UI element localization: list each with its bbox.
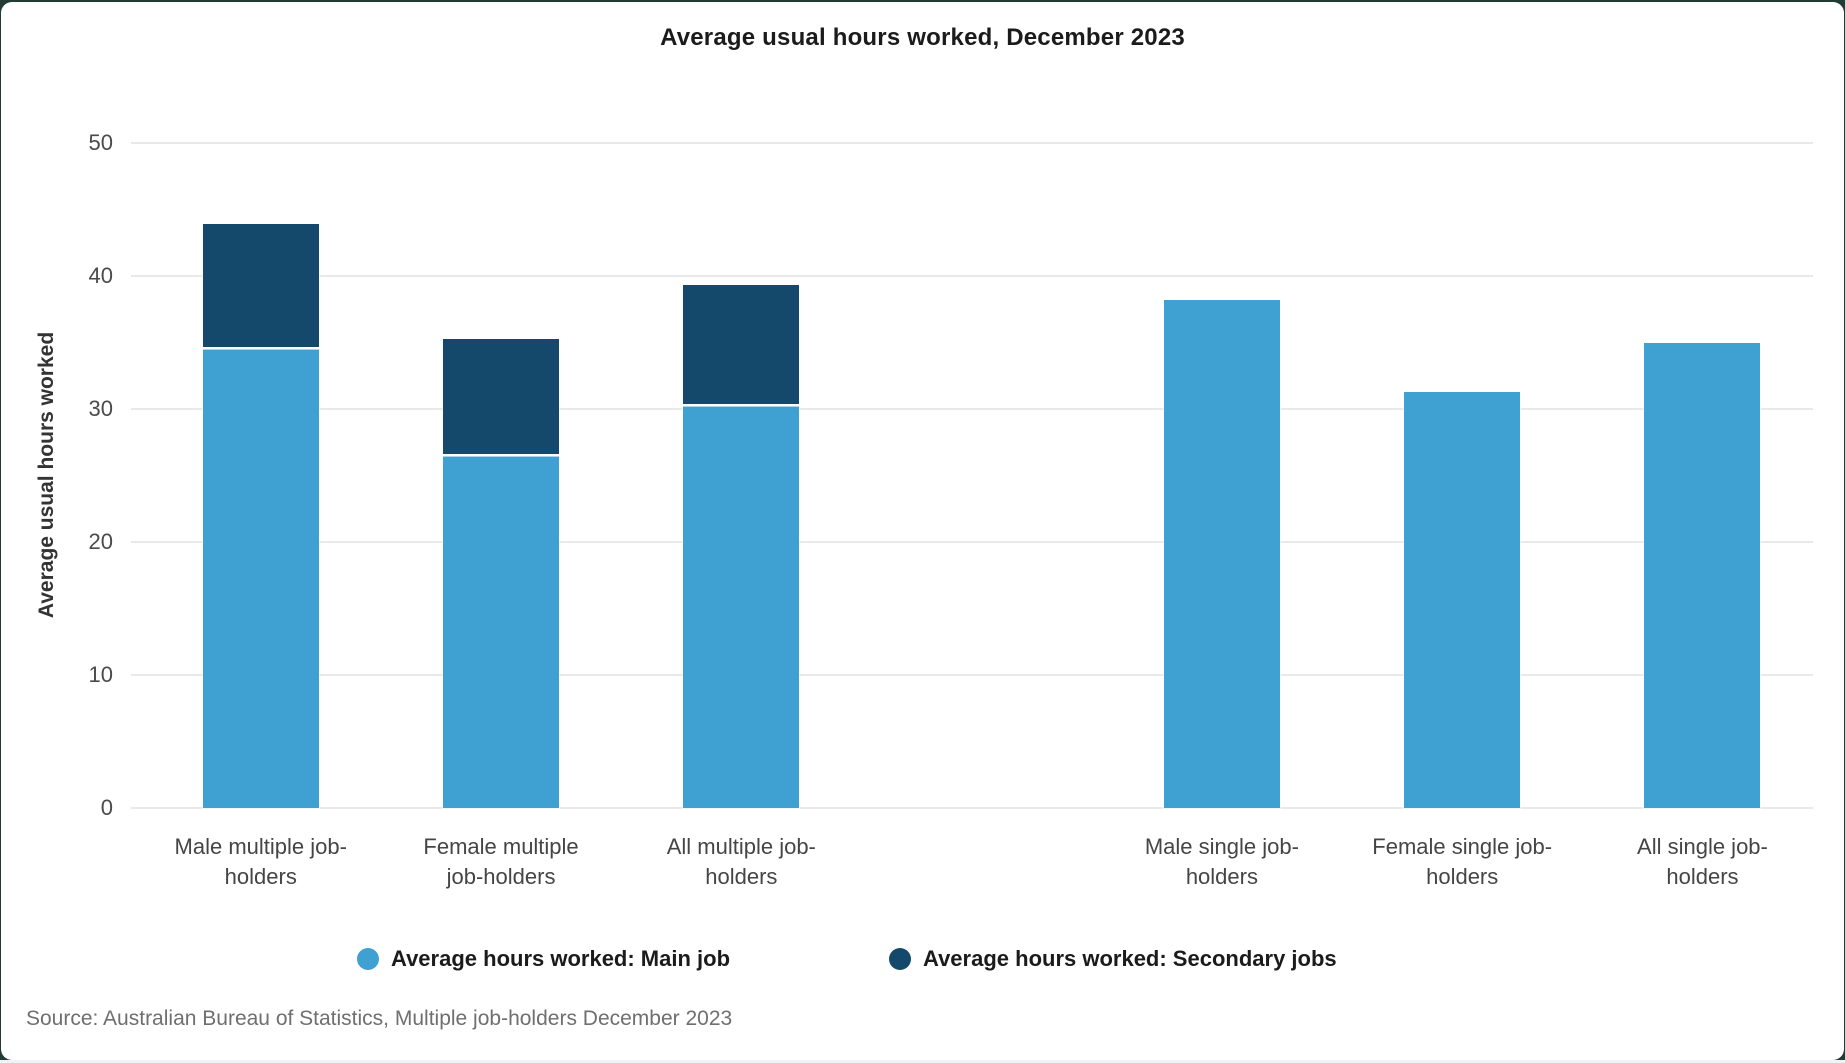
bar-secondary-jobs-2 <box>683 285 800 407</box>
bar-main-job-2 <box>683 406 800 808</box>
bar-main-job-6 <box>1644 342 1761 808</box>
y-tick-label-50: 50 <box>88 130 113 155</box>
source-attribution: Source: Australian Bureau of Statistics,… <box>26 1007 733 1030</box>
legend-label-secondary-jobs: Average hours worked: Secondary jobs <box>923 946 1337 971</box>
gridline-y-20 <box>131 541 1813 543</box>
y-axis-title: Average usual hours worked <box>35 331 58 619</box>
x-category-label-2: All multiple job-holders <box>666 834 816 889</box>
bar-main-job-4 <box>1163 299 1280 808</box>
legend-swatch-main-job-icon <box>357 948 379 970</box>
bar-secondary-jobs-0 <box>202 224 319 350</box>
gridline-y-30 <box>131 408 1813 410</box>
gridline-y-10 <box>131 674 1813 676</box>
x-category-label-5: Female single job-holders <box>1372 834 1553 889</box>
legend-item-secondary-jobs: Average hours worked: Secondary jobs <box>889 943 1337 975</box>
y-tick-label-0: 0 <box>100 795 113 820</box>
gridline-y-50 <box>131 142 1813 144</box>
x-category-label-1: Female multiple job-holders <box>423 834 579 889</box>
y-tick-label-20: 20 <box>88 529 113 554</box>
legend-label-main-job: Average hours worked: Main job <box>391 946 731 971</box>
y-tick-label-40: 40 <box>88 263 113 288</box>
gridline-y-0 <box>131 807 1813 809</box>
x-category-label-6: All single job-holders <box>1637 834 1768 889</box>
x-category-label-0: Male multiple job-holders <box>174 834 347 889</box>
plot-area <box>131 142 1813 809</box>
legend-swatch-secondary-jobs-icon <box>889 948 911 970</box>
page-bottom-strip <box>0 1060 1845 1063</box>
bar-main-job-0 <box>202 349 319 808</box>
y-tick-label-30: 30 <box>88 396 113 421</box>
gridline-y-40 <box>131 275 1813 277</box>
bar-main-job-5 <box>1404 391 1521 808</box>
bar-secondary-jobs-1 <box>443 338 560 456</box>
bar-main-job-1 <box>443 455 560 808</box>
y-tick-label-10: 10 <box>88 662 113 687</box>
legend-item-main-job: Average hours worked: Main job <box>357 943 730 975</box>
chart-title: Average usual hours worked, December 202… <box>660 24 1185 51</box>
x-category-label-4: Male single job-holders <box>1144 834 1299 889</box>
